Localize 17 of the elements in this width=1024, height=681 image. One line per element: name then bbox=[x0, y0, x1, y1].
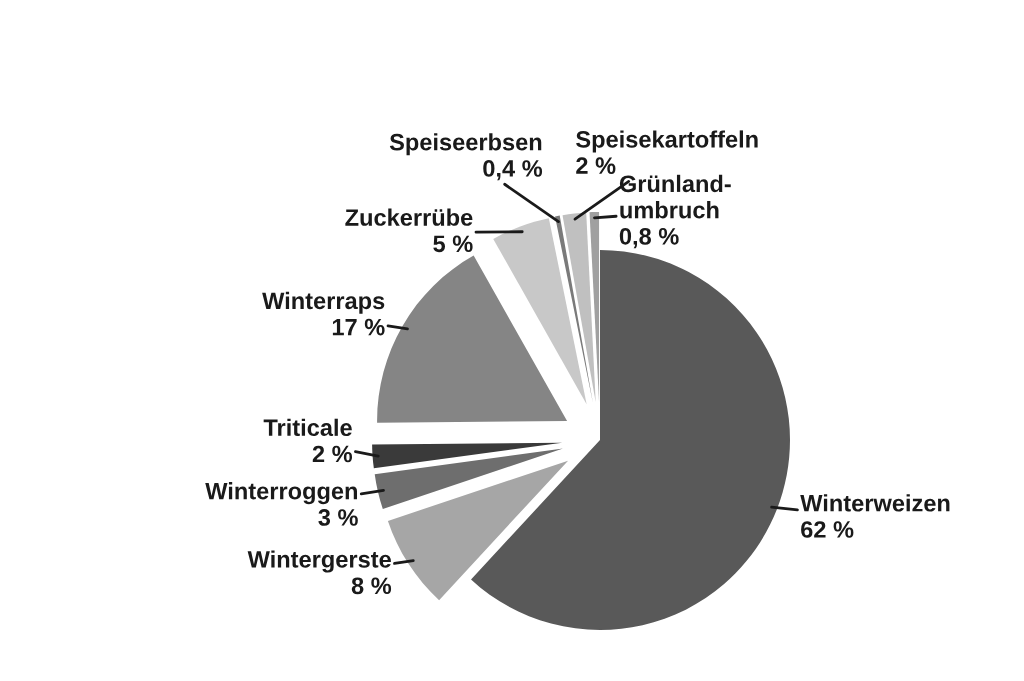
slice-label: Zuckerrübe bbox=[345, 208, 473, 226]
data-label: 0,4 % bbox=[483, 160, 543, 181]
data-label: 3 % bbox=[318, 509, 358, 526]
data-label: 2 % bbox=[576, 157, 616, 174]
slice-label: Winterweizen bbox=[800, 494, 950, 512]
slice-label: Speisekartoffeln bbox=[576, 130, 758, 153]
data-label: 17 % bbox=[332, 318, 385, 336]
slice-label: Speiseerbsen bbox=[389, 133, 542, 156]
slice-label: Winterraps bbox=[262, 291, 385, 314]
slice-label: Wintergerste bbox=[247, 550, 391, 573]
data-label: 2 % bbox=[312, 445, 353, 463]
data-label: 8 % bbox=[351, 577, 392, 595]
data-label: 62 % bbox=[801, 521, 854, 538]
slice-label: Winterroggen bbox=[205, 482, 358, 505]
data-label: 5 % bbox=[433, 235, 473, 253]
slice-label: Triticale bbox=[263, 418, 352, 437]
data-label: 0,8 % bbox=[619, 227, 679, 249]
